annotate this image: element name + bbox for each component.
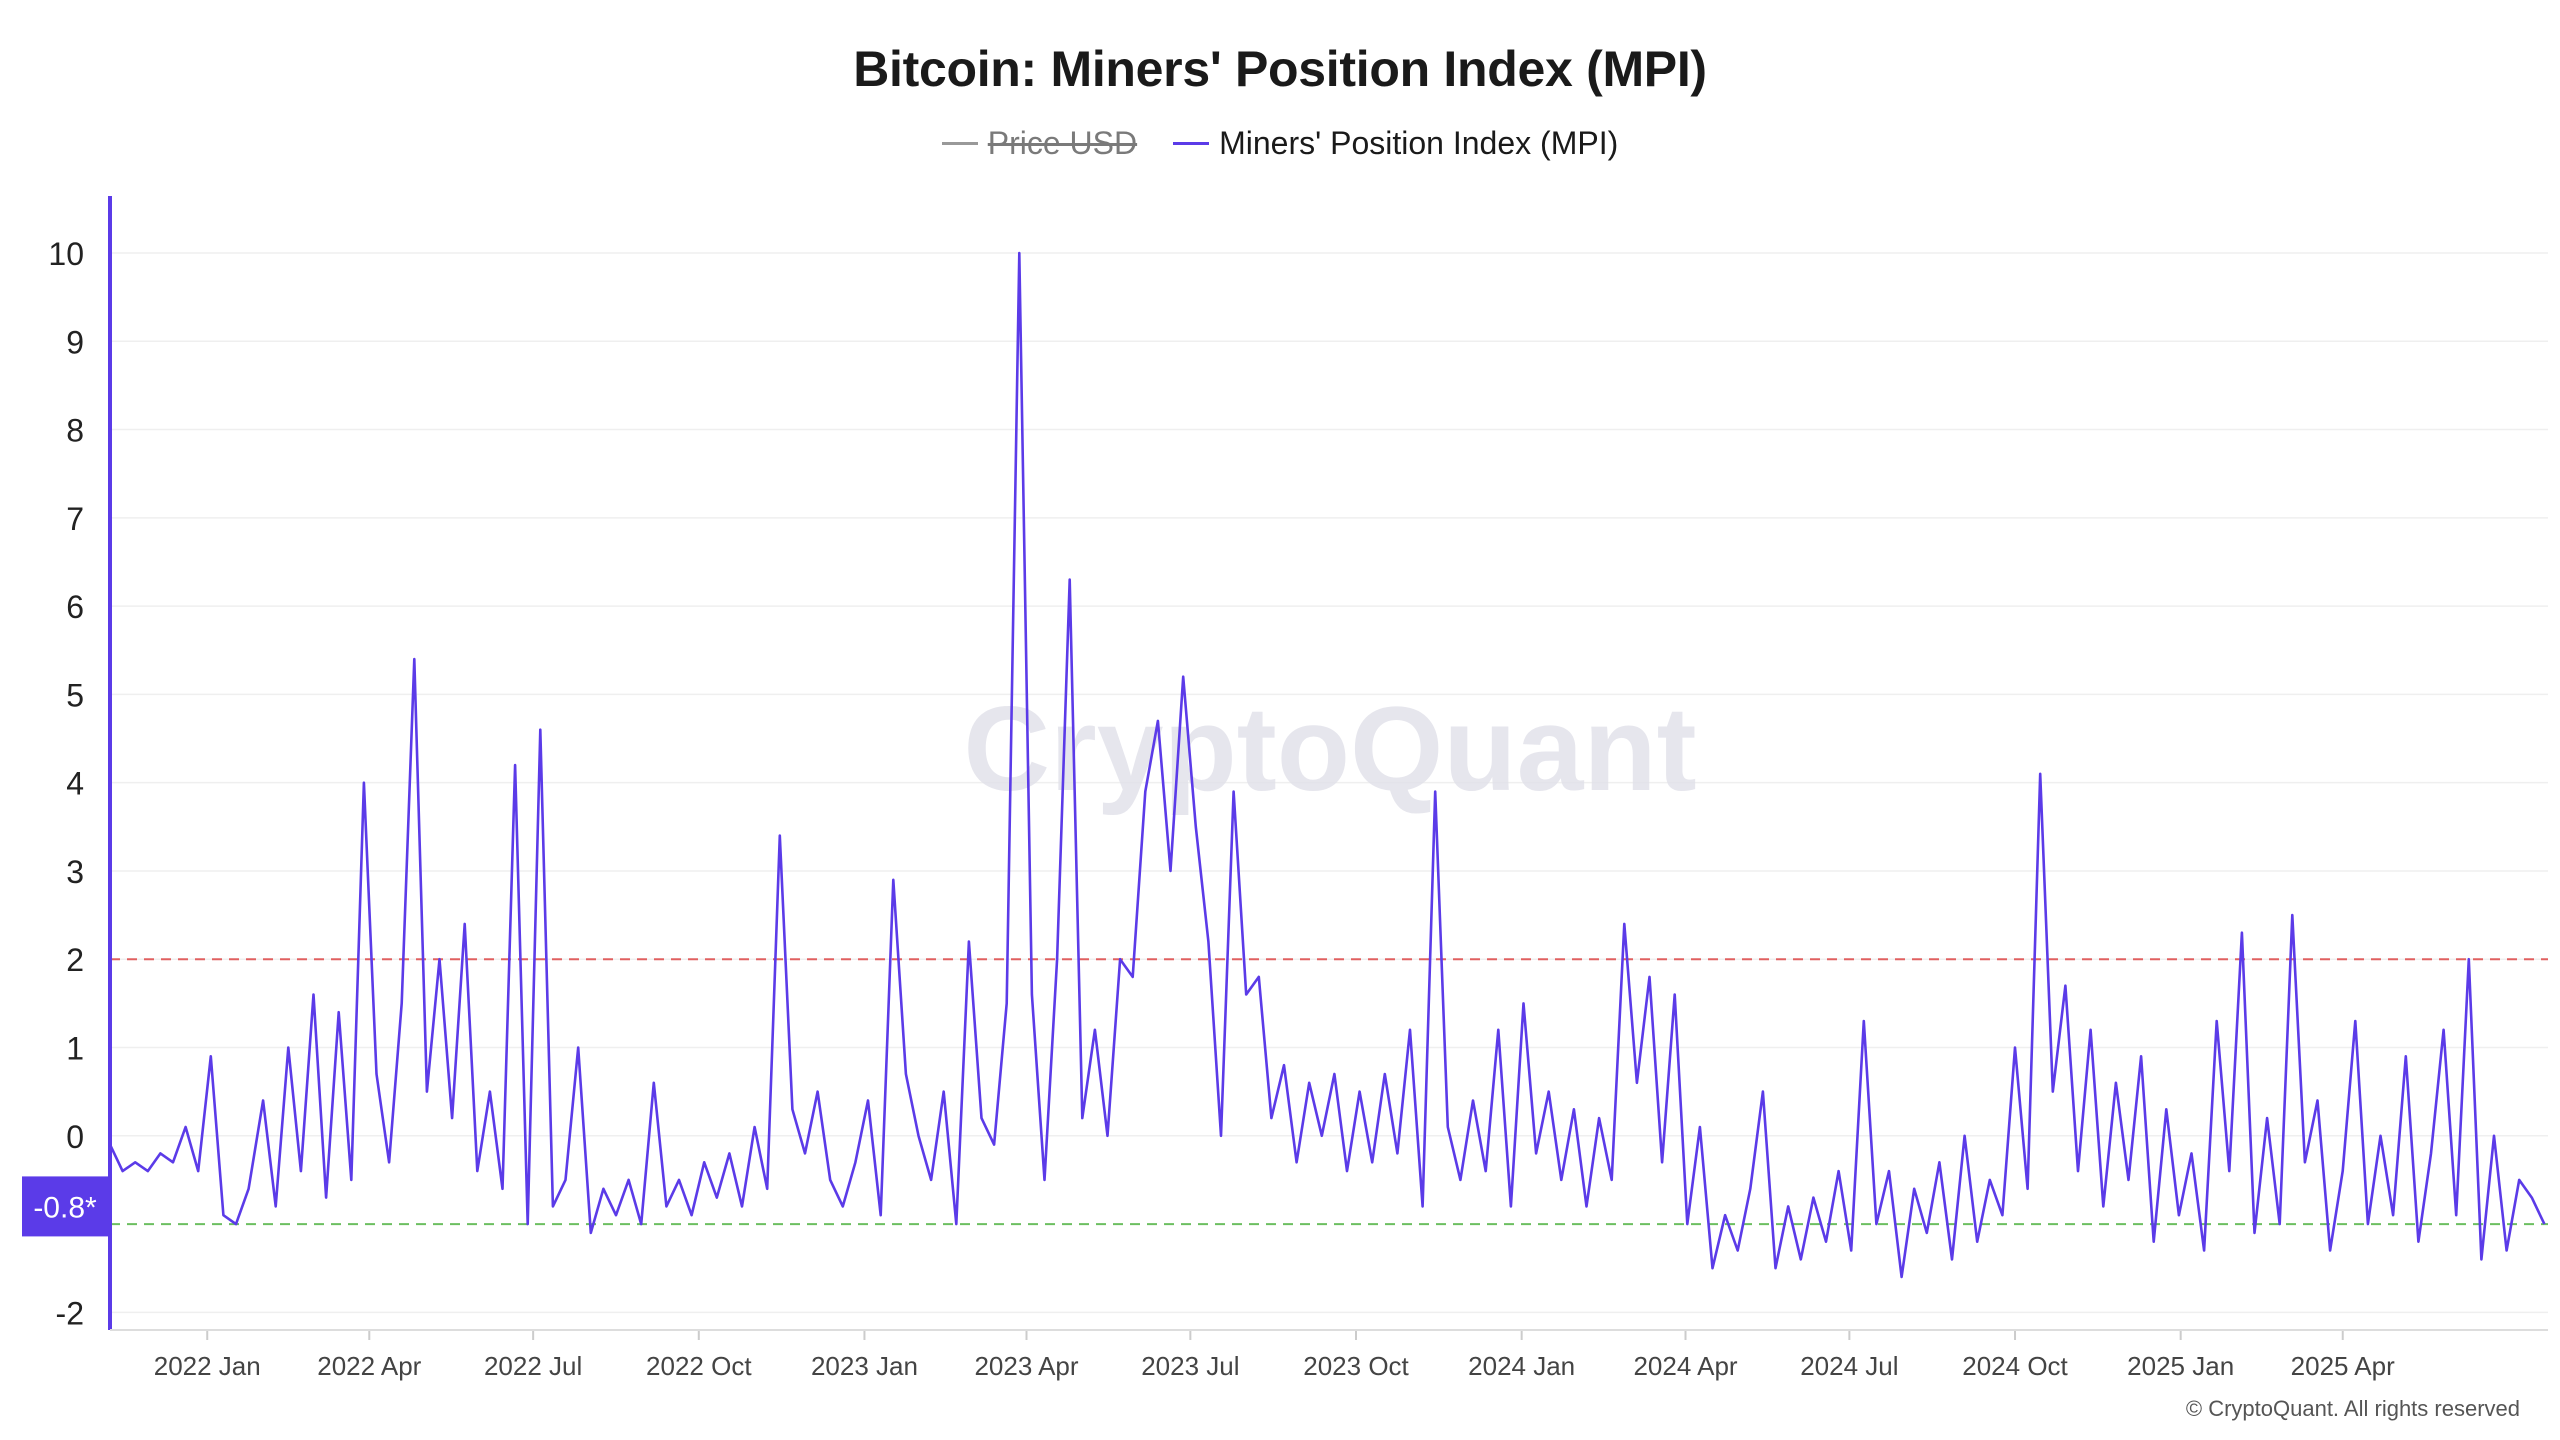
- watermark: CryptoQuant: [963, 682, 1696, 816]
- x-tick-label: 2023 Apr: [974, 1351, 1078, 1381]
- legend-label-price: Price USD: [987, 125, 1138, 161]
- legend-item-mpi[interactable]: Miners' Position Index (MPI): [1173, 125, 1618, 162]
- current-value-badge-bg: [22, 1176, 108, 1237]
- x-tick-label: 2023 Jul: [1141, 1351, 1239, 1381]
- y-tick-label: 4: [66, 766, 84, 802]
- chart-legend: Price USD Miners' Position Index (MPI): [0, 125, 2560, 162]
- chart-title: Bitcoin: Miners' Position Index (MPI): [853, 41, 1707, 97]
- x-tick-label: 2023 Jan: [811, 1351, 918, 1381]
- x-tick-label: 2022 Apr: [317, 1351, 421, 1381]
- x-tick-label: 2022 Jan: [154, 1351, 261, 1381]
- x-axis-ticks: 2022 Jan 2022 Apr 2022 Jul 2022 Oct 2023 Jan…: [154, 1330, 2395, 1381]
- x-tick-label: 2023 Oct: [1303, 1351, 1409, 1381]
- y-tick-label: -2: [56, 1295, 84, 1331]
- y-tick-label: 6: [66, 589, 84, 625]
- threshold-lines: [110, 958, 2548, 1226]
- legend-swatch-price: [941, 142, 978, 145]
- series-line-mpi: [108, 251, 2546, 1279]
- x-tick-label: 2024 Jan: [1468, 1351, 1575, 1381]
- y-tick-label: 8: [66, 413, 84, 449]
- gridlines: [110, 252, 2548, 1314]
- copyright-footer: © CryptoQuant. All rights reserved: [2185, 1396, 2520, 1421]
- y-tick-label: 2: [66, 942, 84, 978]
- y-tick-label: 3: [66, 854, 84, 890]
- x-tick-label: 2022 Oct: [646, 1351, 752, 1381]
- y-tick-label: 10: [48, 236, 84, 272]
- y-tick-label: 0: [66, 1119, 84, 1155]
- x-tick-label: 2025 Apr: [2291, 1351, 2395, 1381]
- x-tick-label: 2024 Oct: [1962, 1351, 2068, 1381]
- x-tick-label: 2022 Jul: [484, 1351, 582, 1381]
- current-value-badge: -0.8*: [22, 1176, 108, 1237]
- y-tick-label: 9: [66, 324, 84, 360]
- y-tick-label: 7: [66, 501, 84, 537]
- x-tick-label: 2024 Apr: [1633, 1351, 1737, 1381]
- legend-item-price[interactable]: Price USD: [941, 125, 1138, 162]
- y-tick-label: 1: [66, 1031, 84, 1067]
- current-value-label: -0.8*: [33, 1191, 97, 1224]
- legend-label-mpi: Miners' Position Index (MPI): [1219, 125, 1619, 161]
- y-tick-label: 5: [66, 677, 84, 713]
- x-tick-label: 2025 Jan: [2127, 1351, 2234, 1381]
- legend-swatch-mpi: [1173, 142, 1210, 145]
- x-tick-label: 2024 Jul: [1800, 1351, 1898, 1381]
